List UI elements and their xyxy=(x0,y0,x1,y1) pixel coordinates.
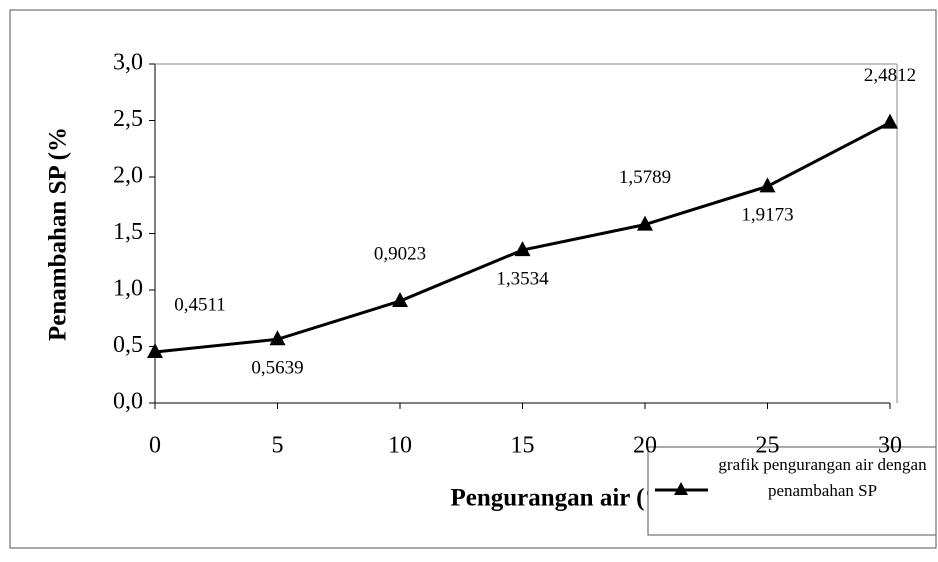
x-tick-label: 10 xyxy=(388,433,412,459)
y-tick-label: 0,0 xyxy=(113,389,143,415)
x-tick-label: 25 xyxy=(756,433,780,459)
data-label: 1,9173 xyxy=(741,205,793,226)
data-label: 1,5789 xyxy=(619,167,671,188)
y-axis-label: Penambahan SP (% xyxy=(45,127,72,341)
data-point xyxy=(392,292,408,308)
data-label: 0,5639 xyxy=(251,358,303,379)
data-point xyxy=(147,343,163,359)
x-axis-label: Pengurangan air (% xyxy=(451,485,670,512)
data-label: 0,4511 xyxy=(174,294,226,315)
y-tick-label: 0,5 xyxy=(113,332,143,358)
legend-marker xyxy=(674,482,688,495)
y-tick-label: 2,0 xyxy=(113,163,143,189)
y-tick-label: 1,0 xyxy=(113,276,143,302)
data-point xyxy=(269,330,286,346)
data-point xyxy=(882,113,898,129)
data-point xyxy=(514,241,531,257)
x-tick-label: 30 xyxy=(878,433,902,459)
y-tick-label: 3,0 xyxy=(113,50,143,76)
x-tick-label: 20 xyxy=(633,433,657,459)
legend-label: grafik pengurangan air dengan penambahan… xyxy=(718,455,927,500)
y-tick-label: 2,5 xyxy=(113,106,143,132)
x-tick-label: 5 xyxy=(272,433,284,459)
chart-border xyxy=(9,9,937,549)
data-line xyxy=(154,121,891,354)
data-point xyxy=(637,215,653,231)
data-label: 0,9023 xyxy=(374,243,426,264)
y-tick-label: 1,5 xyxy=(113,219,143,245)
x-tick-label: 0 xyxy=(149,433,161,459)
data-label: 2,4812 xyxy=(864,65,916,86)
data-point xyxy=(759,177,776,193)
data-label: 1,3534 xyxy=(496,268,549,289)
x-tick-label: 15 xyxy=(511,433,535,459)
